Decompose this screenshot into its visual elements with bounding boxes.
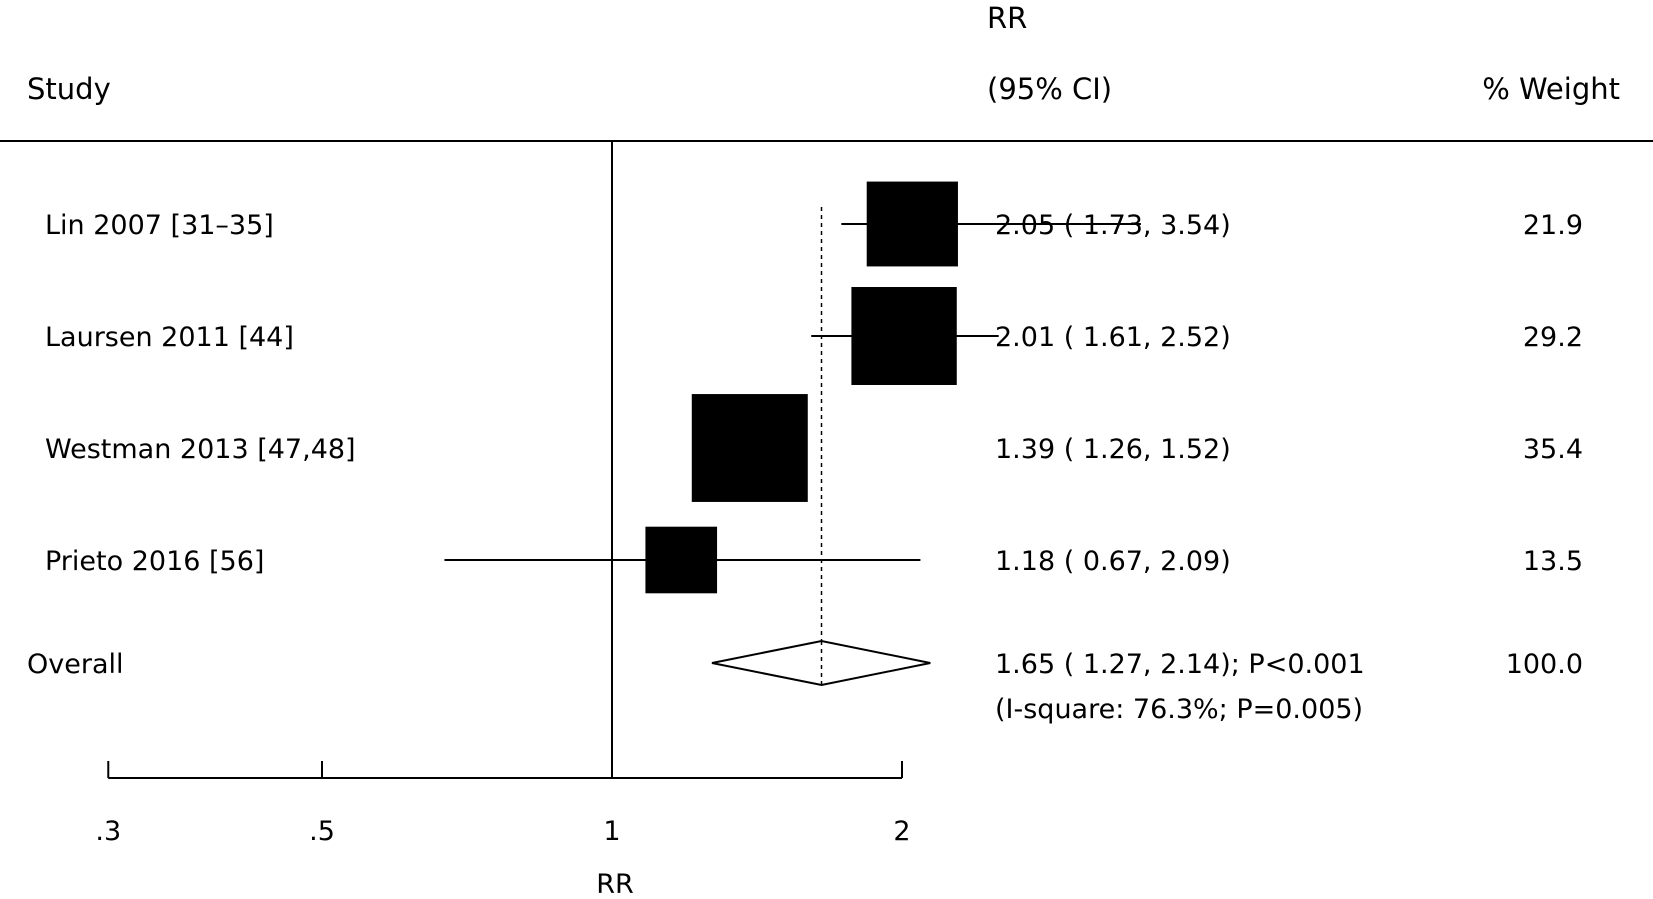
study-ci-text: 1.18 ( 0.67, 2.09) <box>995 546 1231 577</box>
overall-diamond <box>711 639 931 687</box>
study-label: Lin 2007 [31–35] <box>45 210 274 241</box>
x-tick-label: .5 <box>309 816 335 847</box>
study-ci-text: 1.39 ( 1.26, 1.52) <box>995 434 1231 465</box>
study-label: Prieto 2016 [56] <box>45 546 264 577</box>
study-weight-box <box>851 287 957 385</box>
x-tick-label: .3 <box>95 816 121 847</box>
study-weight-box <box>691 394 808 502</box>
x-axis: RR .3 .5 1 2 <box>95 761 911 899</box>
overall-weight-text: 100.0 <box>1506 649 1583 680</box>
study-label: Laursen 2011 [44] <box>45 322 294 353</box>
study-weight-text: 35.4 <box>1523 434 1583 465</box>
header-study: Study <box>27 72 111 106</box>
study-weight-text: 29.2 <box>1523 322 1583 353</box>
study-row: Lin 2007 [31–35] 2.05 ( 1.73, 3.54) 21.9 <box>45 181 1583 267</box>
header-ci: (95% CI) <box>987 72 1112 106</box>
study-ci-text: 2.05 ( 1.73, 3.54) <box>995 210 1231 241</box>
study-weight-box <box>645 526 718 594</box>
overall-row: Overall 1.65 ( 1.27, 2.14); P<0.001 (I-squ… <box>27 639 1583 725</box>
study-label: Westman 2013 [47,48] <box>45 434 356 465</box>
study-weight-text: 13.5 <box>1523 546 1583 577</box>
header-rr: RR <box>987 1 1027 35</box>
header-weight: % Weight <box>1482 72 1620 106</box>
study-row: Prieto 2016 [56] 1.18 ( 0.67, 2.09) 13.5 <box>45 526 1583 594</box>
x-tick-label: 1 <box>603 816 620 847</box>
x-axis-title: RR <box>596 869 634 899</box>
x-tick-label: 2 <box>893 816 910 847</box>
study-weight-text: 21.9 <box>1523 210 1583 241</box>
study-weight-box <box>866 181 958 267</box>
overall-ci-text: 1.65 ( 1.27, 2.14); P<0.001 <box>995 649 1365 680</box>
overall-label: Overall <box>27 649 124 680</box>
study-rows: Lin 2007 [31–35] 2.05 ( 1.73, 3.54) 21.9 La… <box>45 181 1583 594</box>
heterogeneity-text: (I-square: 76.3%; P=0.005) <box>995 694 1363 725</box>
study-ci-text: 2.01 ( 1.61, 2.52) <box>995 322 1231 353</box>
study-row: Laursen 2011 [44] 2.01 ( 1.61, 2.52) 29.2 <box>45 287 1583 385</box>
study-row: Westman 2013 [47,48] 1.39 ( 1.26, 1.52) 35… <box>45 394 1583 502</box>
